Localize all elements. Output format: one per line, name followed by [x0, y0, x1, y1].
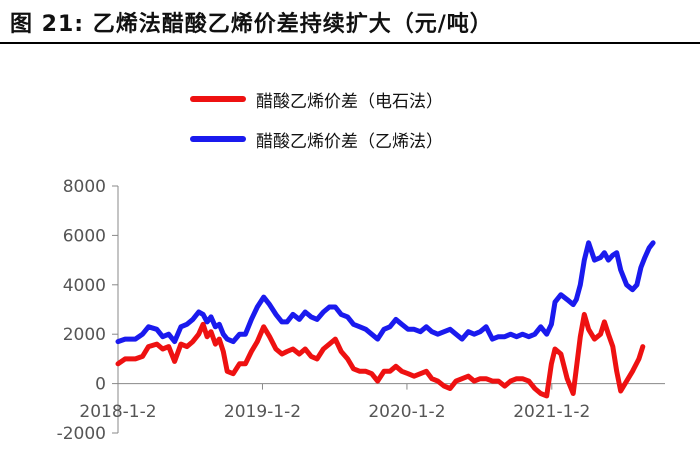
y-tick-label: -2000: [57, 424, 106, 444]
legend-swatch-calcium: [190, 96, 246, 102]
x-tick-label: 2020-1-2: [368, 402, 445, 422]
y-tick-label: 4000: [63, 276, 106, 296]
legend-swatch-ethylene: [190, 136, 246, 142]
series-line-calcium: [115, 311, 646, 399]
y-tick-label: 2000: [63, 325, 106, 345]
legend-label-calcium: 醋酸乙烯价差（电石法）: [256, 92, 443, 112]
y-tick-label: 8000: [63, 177, 106, 197]
x-tick-label: 2021-1-2: [513, 402, 590, 422]
legend-label-ethylene: 醋酸乙烯价差（乙烯法）: [256, 132, 443, 152]
legend-item-calcium: 醋酸乙烯价差（电石法）: [190, 84, 610, 114]
x-tick-label: 2019-1-2: [224, 402, 301, 422]
title-bar: 图 21: 乙烯法醋酸乙烯价差持续扩大（元/吨）: [0, 0, 700, 44]
y-tick-label: 6000: [63, 226, 106, 246]
series-line-ethylene: [115, 240, 656, 345]
chart-title: 图 21: 乙烯法醋酸乙烯价差持续扩大（元/吨）: [10, 12, 493, 37]
x-tick-label: 2018-1-2: [79, 402, 156, 422]
legend-item-ethylene: 醋酸乙烯价差（乙烯法）: [190, 124, 610, 154]
chart-legend: 醋酸乙烯价差（电石法） 醋酸乙烯价差（乙烯法）: [190, 84, 610, 164]
y-tick-label: 0: [95, 375, 106, 395]
title-divider: [0, 42, 700, 44]
